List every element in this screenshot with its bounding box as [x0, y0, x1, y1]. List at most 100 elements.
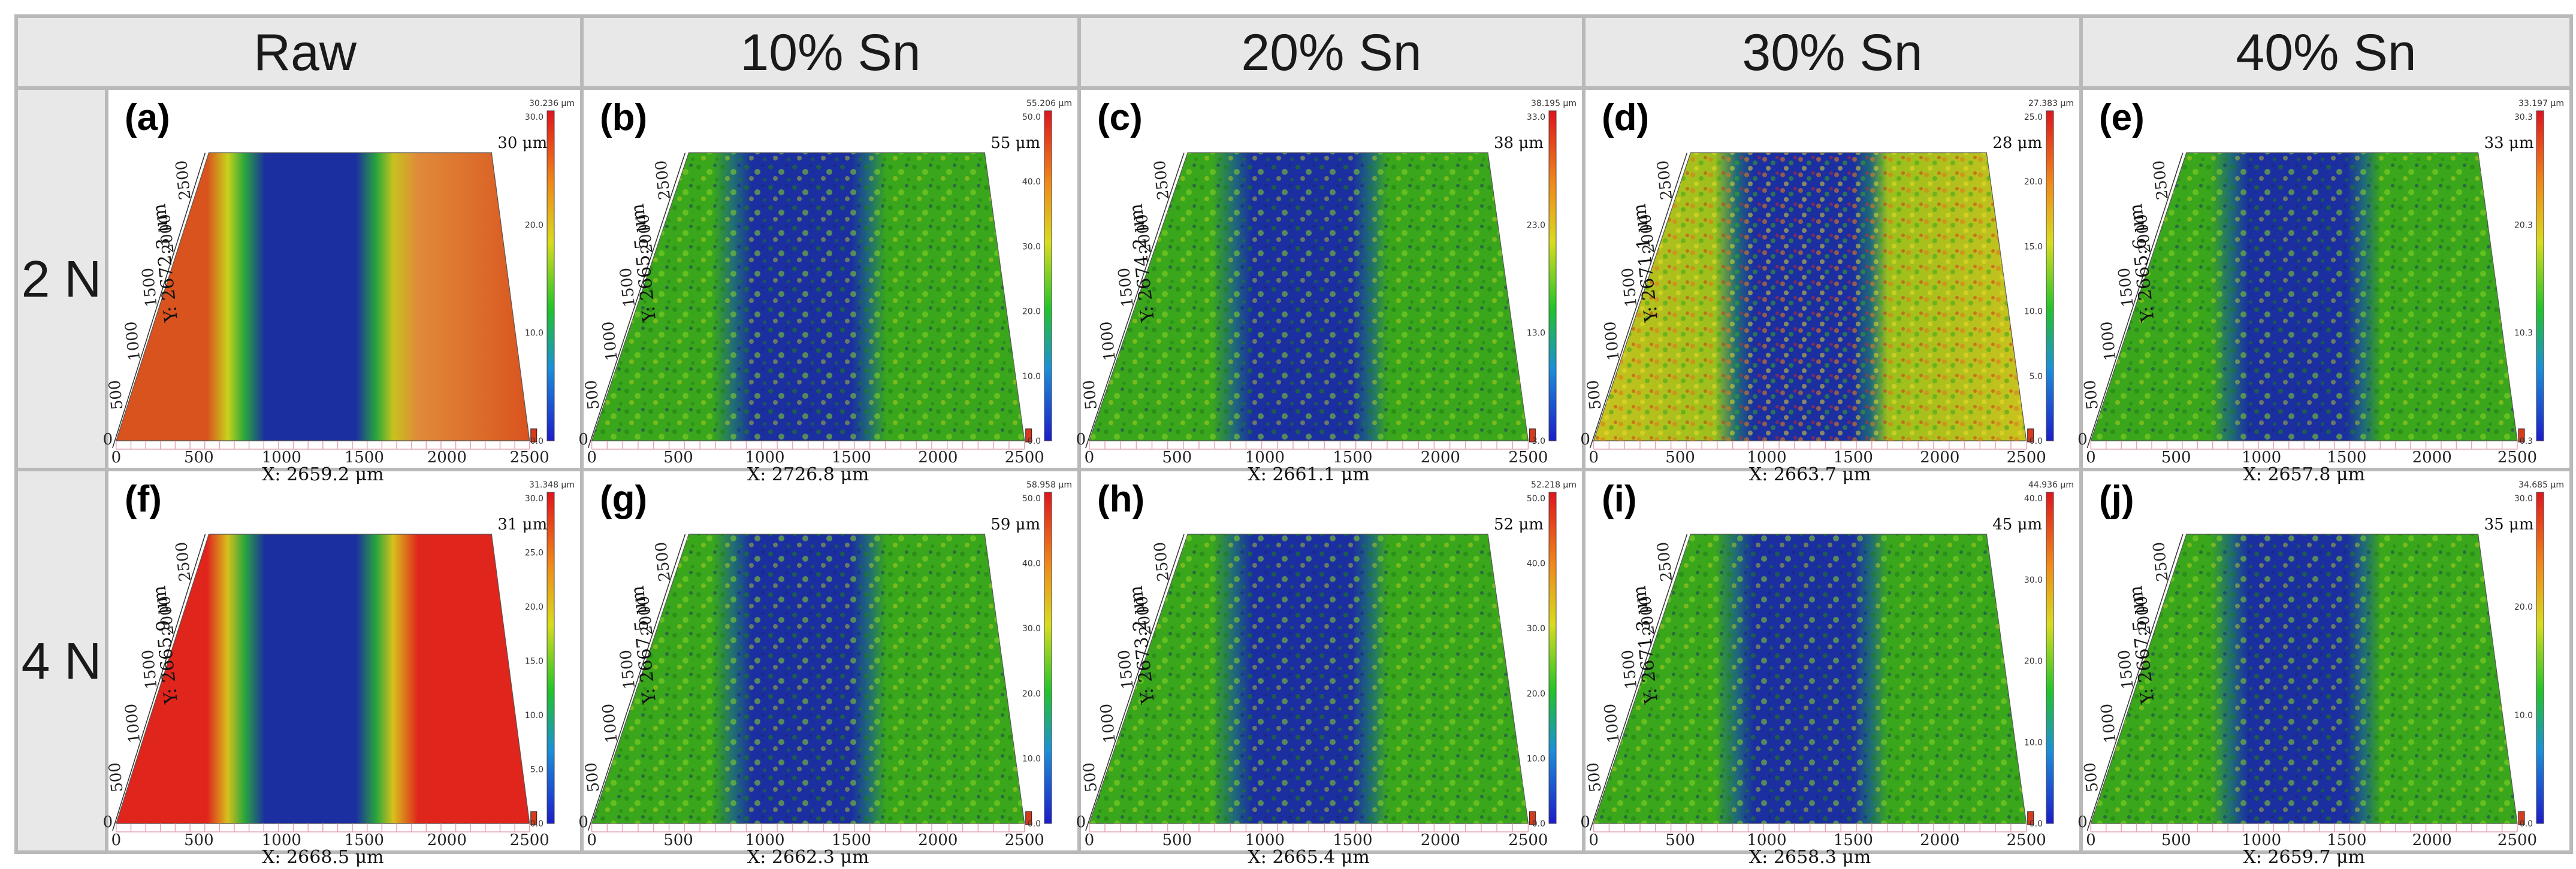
- colorbar-tick-label: 20.0: [1527, 689, 1545, 699]
- axis-triad-icon: [2518, 428, 2525, 443]
- x-tick-label: 1500: [345, 449, 384, 467]
- x-tick-label: 500: [1665, 449, 1695, 467]
- x-length-label: X: 2657.8 μm: [2243, 464, 2364, 485]
- colorbar-tick-label: 50.0: [1022, 494, 1041, 504]
- colorbar-tick-label: 10.0: [525, 711, 543, 720]
- colorbar-tick-label: 10.3: [2514, 329, 2533, 338]
- colorbar-tick-label: 0.3: [2520, 437, 2533, 446]
- colorbar-max-label: 44.936 μm: [2028, 480, 2074, 490]
- x-tick-label: 2500: [1508, 831, 1548, 849]
- y-tick-label: 2000: [1636, 595, 1659, 636]
- y-tick-label: 1000: [1097, 320, 1119, 362]
- y-tick-label: 2000: [2133, 213, 2155, 255]
- x-tick-label: 2500: [2498, 449, 2537, 467]
- panel-d: [1589, 110, 2054, 450]
- surface-texture: [1593, 153, 2027, 441]
- origin-label: 0: [1076, 431, 1086, 449]
- x-tick-label: 2000: [1920, 449, 1959, 467]
- colorbar: [546, 492, 555, 824]
- surface-texture: [1593, 534, 2027, 823]
- axis-triad-icon: [530, 428, 537, 443]
- origin-label: 0: [2077, 431, 2088, 449]
- x-tick-label: 2500: [1005, 831, 1044, 849]
- x-tick-label: 2500: [2498, 831, 2537, 849]
- y-axis-line: [587, 534, 686, 831]
- panel-label: (a): [125, 97, 170, 138]
- y-tick-label: 2000: [1133, 595, 1155, 636]
- colorbar-tick-label: 30.0: [2024, 576, 2043, 585]
- x-tick-label: 1000: [1747, 449, 1786, 467]
- origin-label: 0: [103, 431, 113, 449]
- y-tick-label: 500: [582, 762, 603, 794]
- colorbar-tick-label: 30.3: [2514, 113, 2533, 122]
- y-tick-label: 2500: [1654, 541, 1676, 582]
- row-header-bg: [16, 470, 107, 852]
- origin-label: 0: [1580, 431, 1590, 449]
- colorbar-tick-label: 50.0: [1527, 494, 1545, 504]
- y-tick-label: 2000: [1133, 213, 1155, 255]
- y-tick-label: 1000: [599, 703, 621, 744]
- colorbar-tick-label: 3.0: [1532, 437, 1545, 446]
- colorbar: [2536, 110, 2544, 441]
- x-tick-label: 2500: [2007, 831, 2046, 849]
- colorbar-tick-label: 30.0: [525, 494, 543, 504]
- x-tick-label: 500: [184, 831, 214, 849]
- y-tick-label: 2500: [1151, 541, 1173, 582]
- x-length-label: X: 2668.5 μm: [262, 847, 383, 868]
- x-tick-label: 0: [1085, 449, 1095, 467]
- axis-triad-icon: [2027, 428, 2034, 443]
- origin-label: 0: [578, 431, 588, 449]
- y-axis-line: [112, 534, 206, 831]
- x-tick-label: 0: [2086, 831, 2096, 849]
- y-tick-label: 1500: [1619, 267, 1641, 308]
- colorbar-tick-label: 15.0: [525, 657, 543, 667]
- x-tick-label: 0: [111, 831, 122, 849]
- y-tick-label: 1000: [1601, 320, 1623, 362]
- y-axis-line: [587, 152, 686, 449]
- colorbar-max-label: 27.383 μm: [2028, 99, 2074, 108]
- colorbar-max-label: 58.958 μm: [1026, 480, 1072, 490]
- column-header-20-sn: 20% Sn: [1241, 24, 1421, 81]
- y-axis-line: [112, 152, 206, 449]
- colorbar-tick-label: 20.3: [2514, 220, 2533, 230]
- y-tick-label: 1500: [139, 649, 161, 690]
- y-tick-label: 500: [1584, 379, 1605, 411]
- row-header-2n: 2 N: [22, 251, 102, 308]
- y-tick-label: 2500: [173, 541, 195, 582]
- x-tick-label: 1000: [262, 831, 301, 849]
- colorbar-max-label: 33.197 μm: [2518, 99, 2564, 108]
- y-tick-label: 2500: [173, 159, 195, 201]
- y-tick-label: 2500: [1654, 159, 1676, 201]
- x-tick-label: 1000: [1245, 831, 1285, 849]
- x-tick-label: 0: [587, 449, 597, 467]
- colorbar-tick-label: 30.0: [525, 113, 543, 122]
- origin-label: 0: [1580, 813, 1590, 831]
- depth-label: 30 μm: [497, 134, 547, 152]
- y-tick-label: 1000: [1601, 703, 1623, 744]
- colorbar: [1548, 492, 1557, 824]
- x-tick-label: 500: [184, 449, 214, 467]
- colorbar-tick-label: 0.0: [2030, 819, 2043, 829]
- x-length-label: X: 2665.4 μm: [1248, 847, 1369, 868]
- y-tick-label: 500: [106, 379, 127, 411]
- surface-texture: [2091, 534, 2518, 823]
- x-tick-label: 1000: [1245, 449, 1285, 467]
- y-tick-label: 1000: [122, 320, 144, 362]
- colorbar-max-label: 38.195 μm: [1531, 99, 1577, 108]
- x-tick-label: 0: [2086, 449, 2096, 467]
- origin-label: 0: [578, 813, 588, 831]
- colorbar: [1044, 492, 1052, 824]
- y-tick-label: 1500: [617, 649, 639, 690]
- y-tick-label: 1000: [2098, 320, 2120, 362]
- column-header-40-sn: 40% Sn: [2236, 24, 2416, 81]
- colorbar-tick-label: 0.0: [1028, 819, 1041, 829]
- colorbar-tick-label: 20.0: [2514, 602, 2533, 612]
- colorbar-tick-label: 40.0: [1527, 559, 1545, 569]
- panel-g: [587, 492, 1052, 832]
- column-header-bg: [1079, 16, 1584, 88]
- colorbar: [2046, 492, 2054, 824]
- y-tick-label: 1500: [139, 267, 161, 308]
- axis-triad-icon: [1529, 811, 1536, 825]
- axis-triad-icon: [2518, 811, 2525, 825]
- x-tick-label: 1500: [1333, 831, 1372, 849]
